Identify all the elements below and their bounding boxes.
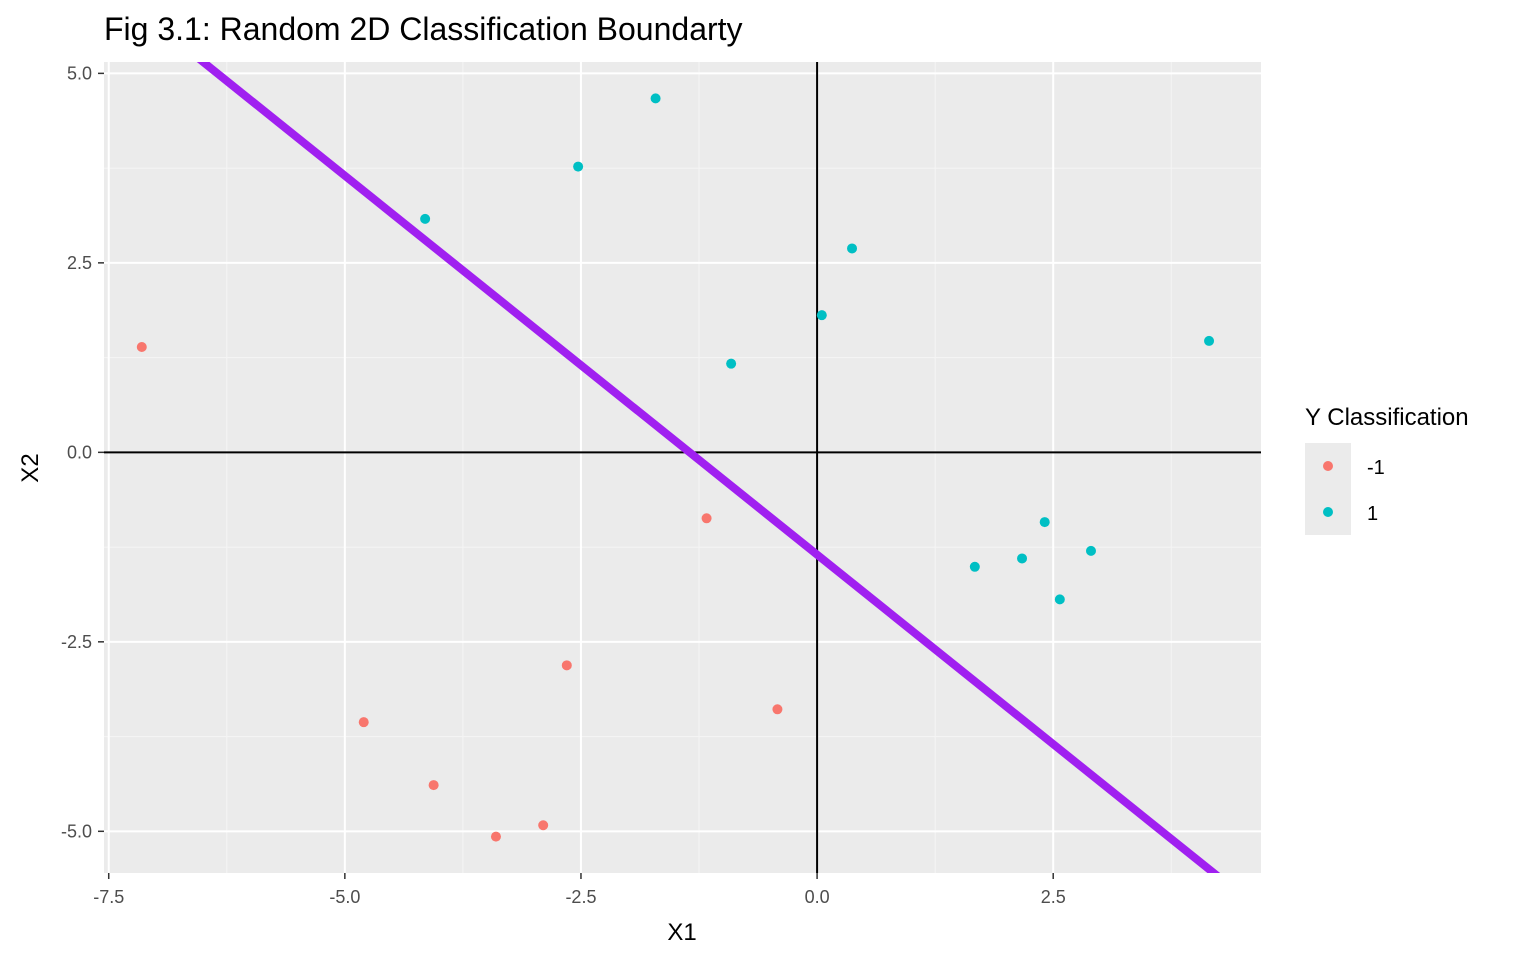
- y-tick-label: 0.0: [67, 442, 92, 462]
- point-class--1: [358, 717, 369, 728]
- point-class-1: [816, 310, 827, 321]
- point-class-1: [573, 161, 584, 172]
- legend-key--1: [1323, 461, 1333, 471]
- point-class--1: [561, 660, 572, 671]
- legend: Y Classification -1 1: [1305, 404, 1469, 535]
- x-axis-title: X1: [667, 919, 696, 946]
- boundary-line: [196, 62, 1221, 873]
- legend-key-1: [1323, 507, 1333, 517]
- reference-lines: [104, 62, 1261, 873]
- x-tick-label: -2.5: [565, 887, 596, 907]
- point-class-1: [1054, 594, 1065, 605]
- legend-title: Y Classification: [1305, 404, 1469, 431]
- point-class-1: [1204, 335, 1215, 346]
- chart-title: Fig 3.1: Random 2D Classification Bounda…: [104, 11, 743, 47]
- x-axis-ticks: -7.5 -5.0 -2.5 0.0 2.5: [93, 873, 1066, 907]
- x-tick-label: -7.5: [93, 887, 124, 907]
- point-class--1: [136, 341, 147, 352]
- y-tick-label: 5.0: [67, 63, 92, 83]
- y-tick-label: 2.5: [67, 253, 92, 273]
- point-class-1: [726, 358, 737, 369]
- decision-boundary: [196, 62, 1221, 873]
- x-tick-label: -5.0: [329, 887, 360, 907]
- legend-key-background: [1305, 443, 1351, 535]
- point-class-1: [1039, 517, 1050, 528]
- point-class--1: [772, 704, 783, 715]
- point-class-1: [1085, 545, 1096, 556]
- data-points: [136, 93, 1215, 842]
- point-class--1: [490, 831, 501, 842]
- x-tick-label: 0.0: [805, 887, 830, 907]
- x-tick-label: 2.5: [1041, 887, 1066, 907]
- legend-label: 1: [1367, 503, 1378, 525]
- point-class-1: [1017, 553, 1028, 564]
- plot-panel: [104, 62, 1261, 873]
- y-axis-title: X2: [17, 453, 44, 482]
- point-class-1: [420, 213, 431, 224]
- point-class-1: [650, 93, 661, 104]
- point-class-1: [969, 561, 980, 572]
- y-axis-ticks: 5.0 2.5 0.0 -2.5 -5.0: [61, 63, 104, 841]
- point-class--1: [538, 820, 549, 831]
- point-class-1: [847, 243, 858, 254]
- minor-gridlines: [104, 62, 1261, 873]
- y-tick-label: -2.5: [61, 632, 92, 652]
- legend-label: -1: [1367, 457, 1385, 479]
- y-tick-label: -5.0: [61, 821, 92, 841]
- point-class--1: [428, 780, 439, 791]
- point-class--1: [701, 513, 712, 524]
